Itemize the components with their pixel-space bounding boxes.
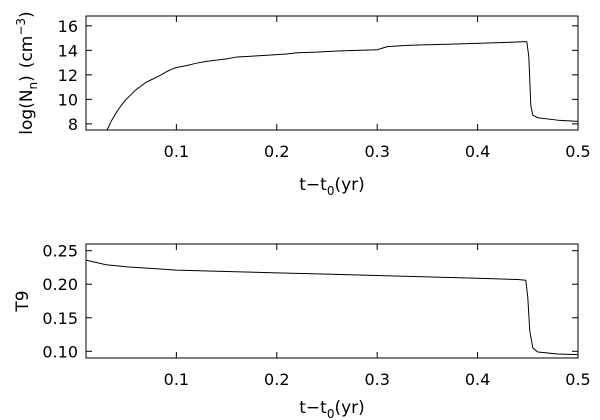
plot-frame xyxy=(85,243,579,359)
chart-panel-top: 0.1 0.2 0.3 0.4 0.5 8 10 12 14 16 t−t0(yr) log(Nn… xyxy=(14,11,591,198)
y-tick-label: 16 xyxy=(58,17,78,36)
x-tick-label: 0.5 xyxy=(565,142,590,161)
y-tick-label: 0.25 xyxy=(42,242,78,261)
y-tick-label: 14 xyxy=(58,41,78,60)
x-tick-label: 0.1 xyxy=(164,370,189,389)
x-tick-label: 0.2 xyxy=(264,142,289,161)
series-line xyxy=(85,259,579,356)
y-tick-label: 0.10 xyxy=(42,342,78,361)
x-tick-label: 0.3 xyxy=(364,142,389,161)
x-tick-label: 0.4 xyxy=(465,142,490,161)
x-tick-label: 0.3 xyxy=(364,370,389,389)
x-tick-label: 0.4 xyxy=(465,370,490,389)
plot-frame xyxy=(85,15,579,131)
chart-panel-bottom: 0.1 0.2 0.3 0.4 0.5 0.10 0.15 0.20 0.25 t−t0(yr)… xyxy=(13,242,591,420)
y-tick-label: 8 xyxy=(68,115,78,134)
x-tick-label: 0.2 xyxy=(264,370,289,389)
tick-group: 0.1 0.2 0.3 0.4 0.5 0.10 0.15 0.20 0.25 xyxy=(42,242,590,389)
y-tick-label: 0.20 xyxy=(42,275,78,294)
y-tick-label: 12 xyxy=(58,66,78,85)
tick-group: 0.1 0.2 0.3 0.4 0.5 8 10 12 14 16 xyxy=(58,16,591,161)
x-axis-title: t−t0(yr) xyxy=(299,175,365,198)
y-tick-label: 10 xyxy=(58,90,78,109)
x-tick-label: 0.5 xyxy=(565,370,590,389)
series-line xyxy=(106,41,579,131)
x-tick-label: 0.1 xyxy=(164,142,189,161)
y-axis-title: log(Nn)(cm−3) xyxy=(14,11,40,134)
y-axis-title: T9 xyxy=(13,290,33,312)
y-tick-label: 0.15 xyxy=(42,309,78,328)
x-axis-title: t−t0(yr) xyxy=(299,398,365,420)
